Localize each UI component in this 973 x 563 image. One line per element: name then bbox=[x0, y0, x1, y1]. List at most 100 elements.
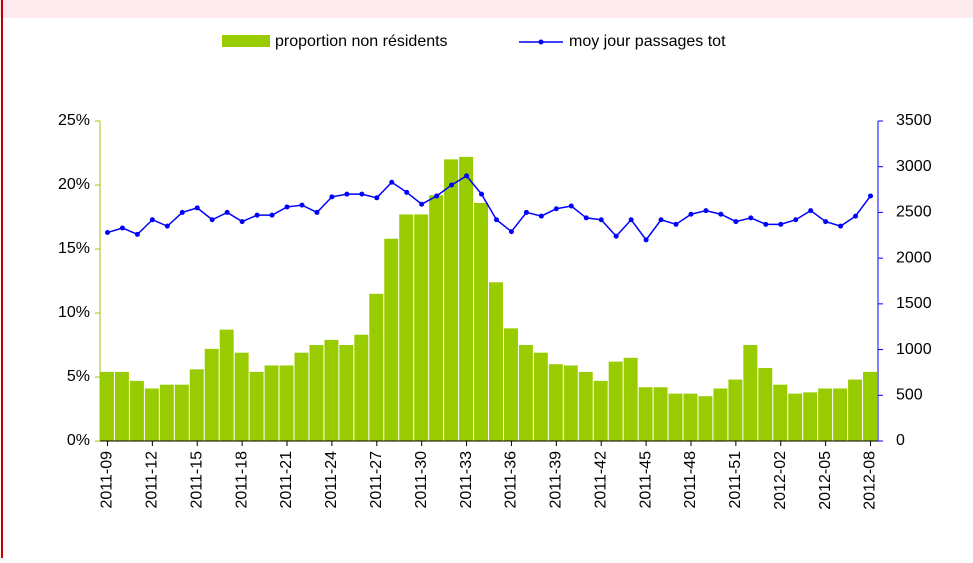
y-tick-label: 15% bbox=[58, 240, 90, 257]
line-point bbox=[688, 211, 694, 217]
line-point bbox=[239, 219, 245, 225]
line-point bbox=[254, 212, 260, 218]
x-tick-label: 2011-51 bbox=[727, 451, 744, 509]
x-tick-label: 2011-48 bbox=[682, 451, 699, 509]
line-point bbox=[164, 223, 170, 229]
y-tick-label: 10% bbox=[58, 304, 90, 321]
line-point bbox=[793, 217, 799, 223]
bar bbox=[833, 388, 848, 441]
bar bbox=[758, 368, 773, 441]
bar bbox=[384, 238, 399, 441]
line-point bbox=[808, 208, 814, 214]
y2-tick-label: 0 bbox=[896, 432, 905, 449]
line-point bbox=[493, 217, 499, 223]
line-point bbox=[284, 204, 290, 210]
line-point bbox=[269, 212, 275, 218]
y2-tick-label: 500 bbox=[896, 387, 923, 404]
line-point bbox=[508, 229, 514, 235]
line-point bbox=[149, 217, 155, 223]
line-point bbox=[329, 194, 335, 200]
y-tick-label: 25% bbox=[58, 112, 90, 129]
line-point bbox=[344, 191, 350, 197]
bar bbox=[863, 371, 877, 441]
x-tick-label: 2011-39 bbox=[548, 451, 565, 509]
line-point bbox=[404, 189, 410, 195]
bar bbox=[369, 293, 384, 441]
y2-tick-label: 2000 bbox=[896, 249, 932, 266]
bar bbox=[533, 352, 548, 441]
bar bbox=[563, 365, 578, 441]
bar bbox=[339, 345, 354, 441]
bar bbox=[234, 352, 249, 441]
bar bbox=[354, 334, 369, 441]
bar bbox=[429, 195, 444, 441]
bar bbox=[773, 384, 788, 441]
y2-tick-label: 2500 bbox=[896, 204, 932, 221]
legend-label: moy jour passages tot bbox=[569, 33, 726, 50]
y-tick-label: 0% bbox=[67, 432, 90, 449]
line-point bbox=[658, 217, 664, 223]
bar bbox=[518, 345, 533, 441]
line-point bbox=[209, 217, 215, 223]
bar bbox=[144, 388, 159, 441]
legend-marker bbox=[538, 39, 544, 45]
bar bbox=[503, 328, 518, 441]
x-tick-label: 2011-42 bbox=[592, 451, 609, 509]
y2-tick-label: 1500 bbox=[896, 295, 932, 312]
bar bbox=[788, 393, 803, 441]
line-point bbox=[449, 182, 455, 188]
x-tick-label: 2011-24 bbox=[323, 451, 340, 509]
line-point bbox=[853, 213, 859, 219]
bar bbox=[459, 156, 474, 441]
bar bbox=[668, 393, 683, 441]
x-tick-label: 2011-45 bbox=[637, 451, 654, 509]
bar bbox=[264, 365, 279, 441]
line-point bbox=[748, 215, 754, 221]
line-point bbox=[389, 179, 395, 185]
x-tick-label: 2011-18 bbox=[233, 451, 250, 509]
line-point bbox=[419, 201, 425, 207]
bar bbox=[474, 202, 488, 441]
line-point bbox=[104, 230, 110, 236]
bar bbox=[414, 214, 429, 441]
x-tick-label: 2011-12 bbox=[144, 451, 161, 509]
y2-tick-label: 3500 bbox=[896, 112, 932, 129]
bar bbox=[593, 380, 608, 441]
line-point bbox=[628, 217, 634, 223]
line-point bbox=[583, 215, 589, 221]
line-point bbox=[838, 223, 844, 229]
line-point bbox=[479, 191, 485, 197]
line-point bbox=[523, 209, 529, 215]
bar bbox=[728, 379, 743, 441]
bar bbox=[489, 282, 503, 441]
bar bbox=[100, 371, 114, 441]
bar bbox=[698, 396, 713, 441]
line-point bbox=[553, 206, 559, 212]
line-point bbox=[359, 191, 365, 197]
y-tick-label: 20% bbox=[58, 176, 90, 193]
line-point bbox=[763, 221, 769, 227]
line-point bbox=[823, 219, 829, 225]
legend-swatch bbox=[222, 35, 270, 47]
bar bbox=[653, 387, 668, 441]
bar bbox=[578, 371, 593, 441]
line-point bbox=[224, 209, 230, 215]
line-point bbox=[179, 209, 185, 215]
y-tick-label: 5% bbox=[67, 368, 90, 385]
x-tick-label: 2011-21 bbox=[278, 451, 295, 509]
y2-tick-label: 1000 bbox=[896, 341, 932, 358]
line-point bbox=[673, 221, 679, 227]
bar bbox=[294, 352, 309, 441]
line-point bbox=[613, 233, 619, 239]
line-point bbox=[119, 225, 125, 231]
x-tick-label: 2011-09 bbox=[99, 451, 116, 509]
line-point bbox=[733, 219, 739, 225]
line-point bbox=[299, 202, 305, 208]
line-point bbox=[868, 193, 874, 199]
line-point bbox=[134, 231, 140, 237]
bar bbox=[713, 388, 728, 441]
bar bbox=[219, 329, 234, 441]
bar bbox=[683, 393, 698, 441]
line-point bbox=[314, 209, 320, 215]
